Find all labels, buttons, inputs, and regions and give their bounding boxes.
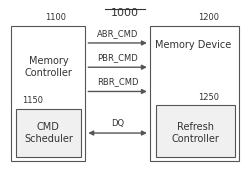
Text: ABR_CMD: ABR_CMD: [97, 29, 138, 38]
Text: Memory Device: Memory Device: [155, 40, 231, 50]
Text: 1100: 1100: [45, 13, 66, 22]
Text: CMD
Scheduler: CMD Scheduler: [24, 122, 73, 144]
FancyBboxPatch shape: [16, 109, 80, 157]
FancyBboxPatch shape: [150, 26, 239, 161]
Text: DQ: DQ: [111, 119, 124, 128]
Text: RBR_CMD: RBR_CMD: [97, 77, 138, 86]
Text: 1250: 1250: [198, 93, 220, 102]
Text: Memory
Controller: Memory Controller: [24, 56, 72, 78]
Text: 1150: 1150: [22, 96, 44, 105]
FancyBboxPatch shape: [11, 26, 86, 161]
Text: PBR_CMD: PBR_CMD: [97, 53, 138, 62]
FancyBboxPatch shape: [156, 105, 235, 157]
Text: 1000: 1000: [111, 8, 139, 18]
Text: Refresh
Controller: Refresh Controller: [172, 122, 220, 144]
Text: 1200: 1200: [198, 13, 220, 22]
